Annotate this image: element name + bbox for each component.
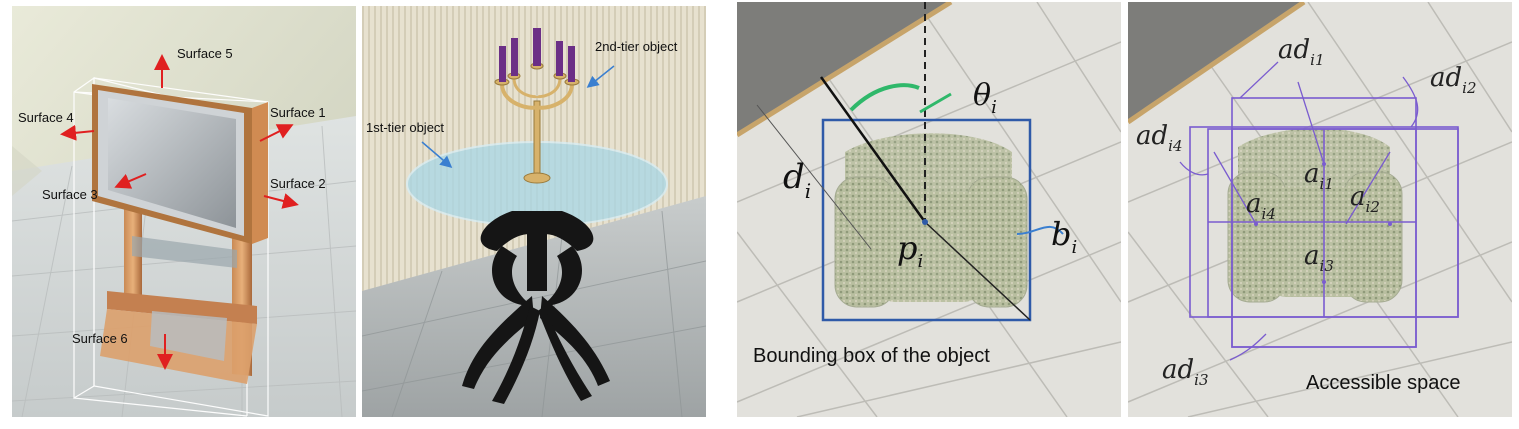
b-subscript: i [1071, 237, 1077, 258]
d-subscript: i [805, 179, 811, 203]
svg-text:ai4: ai4 [1246, 189, 1276, 223]
svg-text:ai2: ai2 [1350, 182, 1380, 216]
bounding-box-caption: Bounding box of the object [753, 345, 990, 367]
surface-6-label: Surface 6 [72, 331, 128, 346]
svg-text:di: di [783, 157, 811, 203]
svg-text:adi4: adi4 [1136, 121, 1183, 155]
ad-i2-subscript: i2 [1462, 79, 1476, 97]
ad-i2-label: ad [1430, 63, 1462, 93]
panel-tier-objects: 2nd-tier object 1st-tier object [362, 6, 706, 417]
d-label: d [783, 157, 805, 197]
svg-text:bi: bi [1051, 215, 1077, 258]
a-i2-label: a [1350, 182, 1366, 212]
a-i1-label: a [1304, 159, 1320, 189]
svg-text:pi: pi [897, 229, 923, 272]
ad-i1-subscript: i1 [1310, 51, 1324, 69]
p-subscript: i [917, 251, 923, 272]
svg-text:ai3: ai3 [1304, 241, 1334, 275]
panel-bounding-box: θi di pi bi Bounding box of the object [737, 2, 1121, 417]
ad-i4-subscript: i4 [1168, 137, 1182, 155]
ad-i1-label: ad [1278, 35, 1310, 65]
second-tier-label: 2nd-tier object [595, 39, 678, 54]
surface-5-label: Surface 5 [177, 46, 233, 61]
svg-text:adi2: adi2 [1430, 63, 1477, 97]
p-label: p [897, 229, 917, 267]
theta-subscript: i [991, 97, 997, 118]
b-label: b [1051, 215, 1071, 253]
ad-i3-label: ad [1162, 355, 1194, 385]
a-i4-subscript: i4 [1262, 205, 1276, 223]
ad-i4-label: ad [1136, 121, 1168, 151]
svg-text:θi: θi [973, 78, 997, 118]
a-i3-label: a [1304, 241, 1320, 271]
surface-1-label: Surface 1 [270, 105, 326, 120]
a-i3-subscript: i3 [1320, 257, 1334, 275]
surface-2-label: Surface 2 [270, 176, 326, 191]
panel-tv-surfaces: Surface 5 Surface 1 Surface 4 Surface 2 … [12, 6, 356, 417]
a-i4-label: a [1246, 189, 1262, 219]
theta-label: θ [973, 78, 991, 113]
a-i2-subscript: i2 [1366, 198, 1380, 216]
surface-4-label: Surface 4 [18, 110, 74, 125]
accessible-space-caption: Accessible space [1306, 372, 1461, 394]
svg-text:adi3: adi3 [1162, 355, 1209, 389]
surface-3-label: Surface 3 [42, 187, 98, 202]
svg-text:adi1: adi1 [1278, 35, 1325, 69]
a-i1-subscript: i1 [1320, 175, 1334, 193]
first-tier-label: 1st-tier object [366, 120, 444, 135]
ad-i3-subscript: i3 [1194, 371, 1208, 389]
panel-accessible-space: adi1 adi2 adi4 adi3 ai1 ai2 ai4 ai3 Acce… [1128, 2, 1512, 417]
svg-text:ai1: ai1 [1304, 159, 1334, 193]
